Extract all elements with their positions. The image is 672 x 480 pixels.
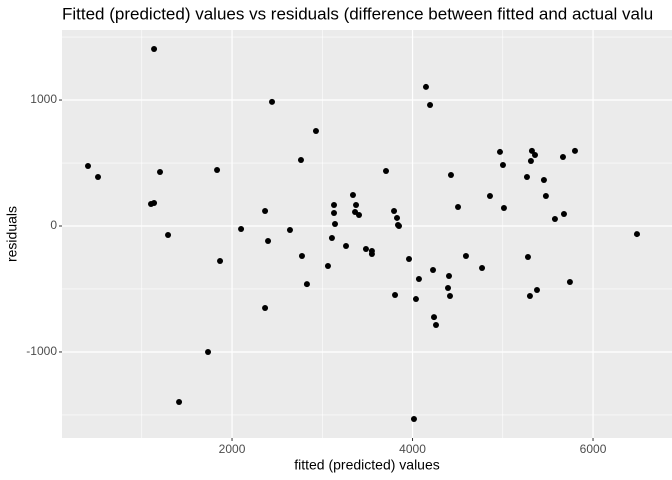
point — [444, 284, 451, 291]
point — [362, 246, 369, 253]
point — [324, 263, 331, 270]
point — [382, 167, 389, 174]
point — [533, 286, 540, 293]
point — [262, 305, 269, 312]
point — [353, 201, 360, 208]
point — [312, 128, 319, 135]
y-tick-label: -1000 — [26, 344, 57, 358]
point — [391, 208, 398, 215]
point — [303, 281, 310, 288]
point — [84, 163, 91, 170]
y-tick-label: 1000 — [30, 92, 57, 106]
point — [298, 252, 305, 259]
point — [526, 293, 533, 300]
point — [532, 151, 539, 158]
point — [462, 252, 469, 259]
point — [446, 293, 453, 300]
point — [559, 153, 566, 160]
point — [356, 212, 363, 219]
point — [332, 220, 339, 227]
point — [486, 193, 493, 200]
point — [343, 243, 350, 250]
y-tick-label: 0 — [50, 218, 57, 232]
chart-title: Fitted (predicted) values vs residuals (… — [62, 4, 653, 23]
point — [395, 223, 402, 230]
point — [422, 83, 429, 90]
point — [540, 177, 547, 184]
point — [331, 201, 338, 208]
point — [165, 231, 172, 238]
point — [392, 292, 399, 299]
point — [527, 158, 534, 165]
y-axis-title: residuals — [4, 206, 20, 262]
plot-panel — [62, 30, 672, 438]
point — [214, 166, 221, 173]
point — [415, 276, 422, 283]
point — [331, 210, 338, 217]
point — [432, 322, 439, 329]
point — [633, 231, 640, 238]
point — [523, 174, 530, 181]
point — [205, 348, 212, 355]
point — [496, 148, 503, 155]
point — [410, 415, 417, 422]
x-axis-title: fitted (predicted) values — [294, 457, 440, 473]
point — [217, 258, 224, 265]
point — [542, 193, 549, 200]
point — [571, 147, 578, 154]
point — [551, 215, 558, 222]
point — [262, 208, 269, 215]
point — [157, 168, 164, 175]
point — [328, 234, 335, 241]
point — [286, 227, 293, 234]
point — [499, 162, 506, 169]
point — [269, 98, 276, 105]
point — [349, 192, 356, 199]
point — [95, 174, 102, 181]
point — [394, 214, 401, 221]
point — [455, 203, 462, 210]
point — [524, 253, 531, 260]
point — [297, 156, 304, 163]
point — [479, 264, 486, 271]
x-tick-label: 6000 — [580, 442, 607, 456]
point — [412, 296, 419, 303]
point — [265, 237, 272, 244]
point — [447, 171, 454, 178]
point — [151, 199, 158, 206]
point — [566, 279, 573, 286]
point — [238, 226, 245, 233]
point — [431, 314, 438, 321]
point — [430, 266, 437, 273]
x-tick-label: 4000 — [399, 442, 426, 456]
point — [151, 46, 158, 53]
point — [176, 398, 183, 405]
point — [406, 256, 413, 263]
point — [368, 250, 375, 257]
point — [427, 101, 434, 108]
point — [500, 204, 507, 211]
point — [560, 211, 567, 218]
point — [445, 273, 452, 280]
x-tick-label: 2000 — [219, 442, 246, 456]
